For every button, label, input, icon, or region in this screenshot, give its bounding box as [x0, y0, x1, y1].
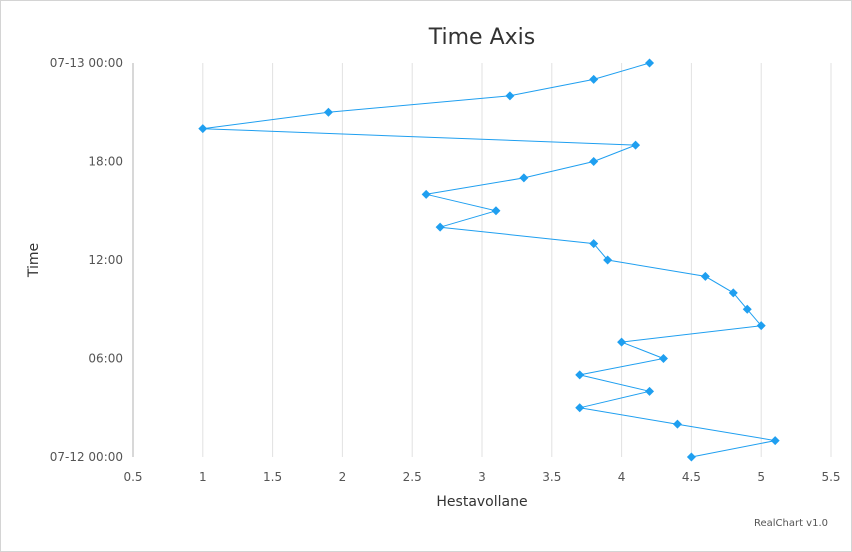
time-axis-ticks: 07-12 00:00 06:00 12:00 18:00 07-13 00:00	[50, 56, 123, 464]
data-point[interactable]	[435, 222, 445, 232]
chart-title: Time Axis	[428, 25, 535, 50]
data-point[interactable]	[519, 173, 529, 183]
value-tick-label: 2	[339, 470, 347, 484]
time-tick-label: 18:00	[88, 155, 123, 169]
data-point[interactable]	[589, 157, 599, 166]
time-tick-label: 12:00	[88, 253, 123, 267]
value-tick-label: 1	[199, 470, 207, 484]
data-point[interactable]	[323, 107, 333, 117]
value-tick-label: 3	[478, 470, 486, 484]
data-point[interactable]	[491, 206, 501, 216]
time-tick-label: 07-13 00:00	[50, 56, 123, 70]
credit-label: RealChart v1.0	[754, 518, 828, 529]
data-point[interactable]	[672, 419, 682, 429]
value-axis-ticks: 0.5 1 1.5 2 2.5 3 3.5 4 4.5 5 5.5	[123, 470, 840, 484]
value-tick-label: 5	[757, 470, 765, 484]
data-point[interactable]	[575, 403, 585, 413]
data-point[interactable]	[756, 321, 766, 331]
data-point[interactable]	[603, 255, 613, 265]
value-tick-label: 1.5	[263, 470, 282, 484]
value-tick-label: 4.5	[682, 470, 701, 484]
series-layer	[198, 58, 780, 462]
data-point[interactable]	[645, 386, 655, 396]
x-axis-title: Hestavollane	[436, 494, 527, 510]
value-tick-label: 3.5	[542, 470, 561, 484]
data-point[interactable]	[421, 189, 431, 199]
data-point[interactable]	[617, 337, 627, 347]
data-point[interactable]	[589, 74, 599, 84]
data-point[interactable]	[505, 91, 515, 101]
data-point[interactable]	[589, 239, 599, 249]
value-tick-label: 0.5	[123, 470, 142, 484]
data-point[interactable]	[631, 140, 641, 150]
series-line	[202, 62, 776, 458]
data-point[interactable]	[686, 452, 696, 462]
data-point[interactable]	[658, 354, 668, 363]
data-point[interactable]	[770, 436, 780, 446]
data-point[interactable]	[742, 304, 752, 314]
value-tick-label: 4	[618, 470, 626, 484]
data-point[interactable]	[700, 271, 710, 281]
data-point[interactable]	[728, 288, 738, 298]
data-point[interactable]	[645, 58, 655, 68]
value-tick-label: 2.5	[403, 470, 422, 484]
data-point[interactable]	[198, 124, 208, 134]
time-tick-label: 07-12 00:00	[50, 450, 123, 464]
y-axis-title: Time	[26, 243, 42, 278]
grid-lines	[202, 63, 832, 457]
time-tick-label: 06:00	[88, 352, 123, 366]
data-point[interactable]	[575, 370, 585, 380]
value-tick-label: 5.5	[821, 470, 840, 484]
